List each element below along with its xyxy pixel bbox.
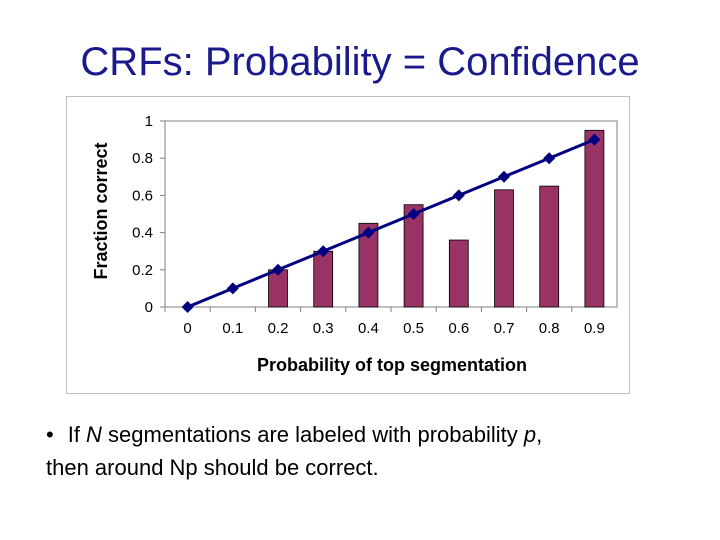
data-point bbox=[498, 170, 510, 183]
chart-frame: Fraction correct Probability of top segm… bbox=[66, 96, 630, 394]
y-tick-label: 1 bbox=[145, 113, 153, 130]
data-point bbox=[272, 263, 284, 276]
data-point bbox=[407, 208, 420, 220]
x-tick-label: 0.1 bbox=[222, 320, 243, 337]
x-axis-label: Probability of top segmentation bbox=[257, 355, 527, 375]
data-point bbox=[543, 152, 556, 165]
x-tick-label: 0.4 bbox=[358, 320, 379, 337]
x-tick-label: 0.8 bbox=[539, 320, 560, 337]
bullet-line-1: • If N segmentations are labeled with pro… bbox=[46, 418, 706, 451]
data-point bbox=[362, 226, 375, 239]
data-point bbox=[588, 133, 601, 146]
data-point bbox=[317, 245, 330, 258]
bullet-point: • If N segmentations are labeled with pro… bbox=[46, 418, 706, 484]
slide-title: CRFs: Probability = Confidence bbox=[80, 40, 640, 84]
x-tick-label: 0.7 bbox=[494, 320, 515, 337]
bullet-var-n: N bbox=[86, 422, 102, 447]
bar bbox=[494, 189, 514, 308]
bar bbox=[539, 185, 560, 308]
bullet-marker: • bbox=[46, 422, 54, 447]
y-axis-label: Fraction correct bbox=[91, 142, 111, 279]
bar bbox=[584, 129, 605, 308]
x-tick-label: 0.6 bbox=[448, 320, 469, 337]
y-tick-label: 0.8 bbox=[132, 150, 153, 167]
x-tick-label: 0.2 bbox=[268, 320, 289, 337]
bullet-text-2: segmentations are labeled with probabili… bbox=[101, 422, 524, 447]
bullet-text-1: If bbox=[67, 422, 87, 447]
x-tick-label: 0 bbox=[183, 320, 191, 337]
bullet-text-3: , bbox=[536, 422, 543, 447]
bar bbox=[403, 204, 424, 308]
bullet-line-2: then around Np should be correct. bbox=[46, 455, 379, 480]
y-tick-label: 0 bbox=[145, 299, 153, 316]
series-line bbox=[187, 138, 595, 309]
bar bbox=[313, 250, 334, 308]
x-tick-label: 0.3 bbox=[313, 320, 334, 337]
bullet-var-p: p bbox=[523, 422, 537, 447]
y-tick-label: 0.4 bbox=[132, 225, 153, 242]
x-tick-label: 0.9 bbox=[584, 320, 605, 337]
data-point bbox=[181, 301, 194, 313]
data-point bbox=[226, 282, 239, 295]
y-tick-label: 0.2 bbox=[132, 262, 153, 279]
calibration-chart: Fraction correct Probability of top segm… bbox=[91, 113, 618, 375]
bar bbox=[358, 222, 379, 308]
bar bbox=[448, 239, 469, 308]
data-point bbox=[452, 189, 465, 202]
x-tick-label: 0.5 bbox=[403, 320, 424, 337]
y-tick-label: 0.6 bbox=[132, 187, 153, 204]
